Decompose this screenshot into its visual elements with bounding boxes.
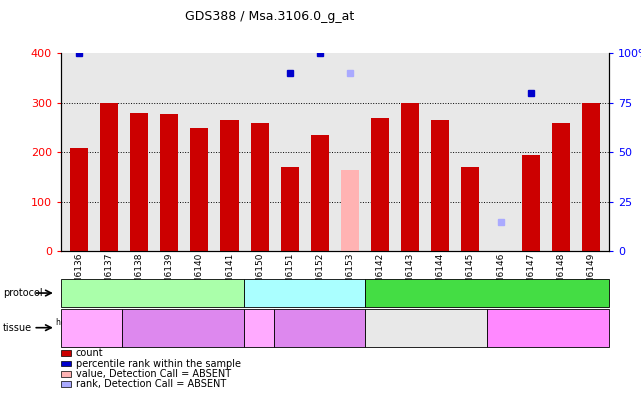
Text: percentile rank within the sample: percentile rank within the sample — [76, 358, 240, 369]
Text: rank, Detection Call = ABSENT: rank, Detection Call = ABSENT — [76, 379, 226, 389]
Text: heart left ventricle
free wall: heart left ventricle free wall — [56, 318, 127, 337]
Bar — [462, 167, 479, 251]
Bar — [522, 155, 540, 251]
Text: myocardial infarction: myocardial infarction — [101, 288, 204, 298]
Bar — [341, 170, 359, 251]
Bar — [552, 123, 570, 251]
Text: GDS388 / Msa.3106.0_g_at: GDS388 / Msa.3106.0_g_at — [185, 10, 354, 23]
Bar — [160, 114, 178, 251]
Text: heart intra-ventricular
septum: heart intra-ventricular septum — [140, 318, 226, 337]
Text: heart intra-ventricular
septum: heart intra-ventricular septum — [505, 318, 591, 337]
Bar — [70, 147, 88, 251]
Text: heart left ventricle
free wall: heart left ventricle free wall — [390, 318, 462, 337]
Text: transverse aortic
constriction: transverse aortic constriction — [263, 282, 346, 304]
Bar — [371, 118, 389, 251]
Bar — [251, 123, 269, 251]
Bar — [431, 120, 449, 251]
Text: sham operation: sham operation — [449, 288, 526, 298]
Text: heart
intra-ventricul
ar septum: heart intra-ventricul ar septum — [292, 313, 347, 343]
Bar — [582, 103, 600, 251]
Bar — [281, 167, 299, 251]
Bar — [311, 135, 329, 251]
Bar — [100, 103, 118, 251]
Bar — [221, 120, 238, 251]
Text: protocol: protocol — [3, 288, 43, 298]
Bar — [401, 103, 419, 251]
Text: heart left vent
ricle free wall: heart left vent ricle free wall — [231, 318, 287, 337]
Text: count: count — [76, 348, 103, 358]
Bar — [130, 113, 148, 251]
Text: value, Detection Call = ABSENT: value, Detection Call = ABSENT — [76, 369, 231, 379]
Text: tissue: tissue — [3, 323, 32, 333]
Bar — [190, 128, 208, 251]
